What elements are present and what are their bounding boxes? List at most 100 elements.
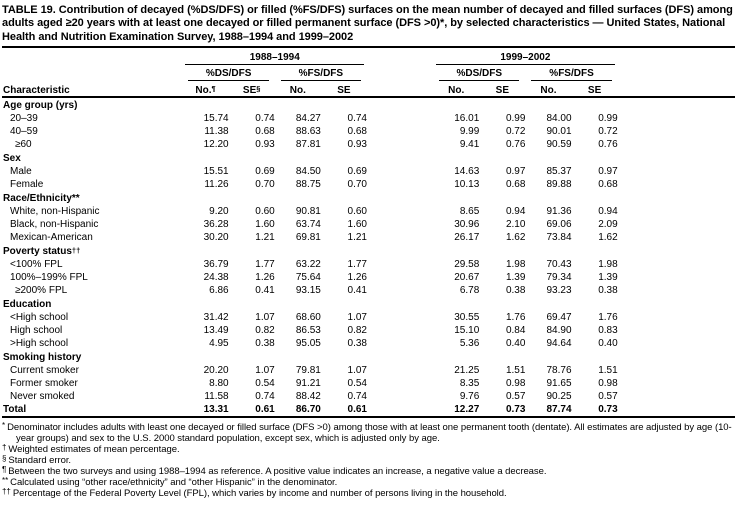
filler [618, 65, 735, 81]
stat-header: SE [479, 81, 526, 99]
row-label: White, non-Hispanic [10, 206, 100, 218]
cell-value: 20.20 [203, 365, 229, 377]
column-gap [367, 390, 433, 403]
row-label: Total [2, 403, 183, 419]
cell-value: 78.76 [546, 365, 572, 377]
section-row: Education [2, 297, 735, 311]
column-gap [367, 284, 433, 297]
empty-cell [2, 65, 182, 81]
cell-value: 86.70 [274, 403, 321, 419]
column-gap [367, 205, 433, 218]
row-label: High school [10, 325, 63, 337]
cell-value: 0.69 [347, 166, 367, 178]
row-label: Female [10, 179, 44, 191]
cell-value: 86.53 [295, 325, 321, 337]
table-row: Male 15.51 0.69 84.50 0.69 14.63 0.97 85.37 0.97 [2, 165, 735, 178]
row-label: Age group (yrs) [3, 100, 78, 112]
cell-value: 84.90 [546, 325, 572, 337]
row-label: Never smoked [10, 391, 75, 403]
column-gap [366, 403, 434, 419]
cell-value: 15.10 [454, 325, 480, 337]
row-label: Education [3, 299, 52, 311]
row-label: Race/Ethnicity** [3, 193, 80, 205]
characteristic-header: Characteristic [2, 81, 183, 99]
cell-value: 90.01 [546, 126, 572, 138]
cell-value: 12.27 [433, 403, 480, 419]
cell-value: 0.93 [347, 139, 367, 151]
cell-value: 11.38 [204, 126, 229, 138]
table-row: Never smoked 11.58 0.74 88.42 0.74 9.76 0.57 90… [2, 390, 735, 403]
cell-value: 69.06 [546, 219, 572, 231]
cell-value: 4.95 [209, 338, 229, 350]
column-gap [367, 178, 433, 191]
filler [618, 205, 735, 218]
cell-value: 0.97 [598, 166, 618, 178]
cell-value: 0.72 [505, 126, 526, 138]
measure-header-ds-1: %DS/DFS [182, 65, 274, 82]
cell-value: 0.54 [255, 378, 275, 390]
cell-value: 0.94 [598, 206, 618, 218]
cell-value: 11.26 [204, 179, 229, 191]
filler [618, 324, 735, 337]
column-gap [367, 138, 433, 151]
footnote: § Standard error. [2, 454, 735, 466]
cell-value: 0.82 [347, 325, 367, 337]
cell-value: 12.20 [203, 139, 229, 151]
row-label: Current smoker [10, 365, 79, 377]
cell-value: 30.55 [454, 312, 480, 324]
cell-value: 30.96 [454, 219, 480, 231]
cell-value: 0.74 [347, 391, 367, 403]
cell-value: 24.38 [203, 272, 229, 284]
column-gap [366, 81, 434, 99]
row-label: Male [10, 166, 32, 178]
cell-value: 13.31 [182, 403, 229, 419]
cell-value: 1.07 [255, 312, 275, 324]
table-row: Current smoker 20.20 1.07 79.81 1.07 21.25 1.5… [2, 364, 735, 377]
filler [618, 165, 735, 178]
table-row: Former smoker 8.80 0.54 91.21 0.54 8.35 0.98 91… [2, 377, 735, 390]
row-label: Sex [3, 153, 21, 165]
cell-value: 0.97 [505, 166, 526, 178]
cell-value: 0.68 [598, 179, 618, 191]
footnote: ** Calculated using “other race/ethnicity… [2, 476, 735, 488]
filler [618, 364, 735, 377]
stat-header: No. [274, 81, 321, 99]
footnote-marker: †† [71, 246, 81, 256]
cell-value: 0.76 [505, 139, 526, 151]
cell-value: 1.51 [598, 365, 618, 377]
cell-value: 0.74 [347, 113, 367, 125]
footnote-symbol: * [2, 421, 6, 431]
cell-value: 36.79 [203, 259, 229, 271]
filler [618, 49, 735, 65]
row-label: Poverty status†† [3, 246, 81, 258]
section-row: Poverty status†† [2, 244, 735, 258]
cell-value: 21.25 [454, 365, 480, 377]
cell-value: 79.81 [295, 365, 321, 377]
cell-value: 0.60 [347, 206, 367, 218]
row-label: 40–59 [10, 126, 38, 138]
cell-value: 14.63 [454, 166, 480, 178]
footnote-text: Denominator includes adults with least o… [7, 422, 732, 445]
cell-value: 88.75 [295, 179, 321, 191]
column-gap [367, 112, 433, 125]
cell-value: 1.98 [598, 259, 618, 271]
column-gap [367, 231, 433, 244]
cell-value: 63.74 [295, 219, 321, 231]
filler [618, 125, 735, 138]
section-row: Age group (yrs) [2, 97, 735, 112]
cell-value: 94.64 [546, 338, 572, 350]
footnote-text: Weighted estimates of mean percentage. [8, 444, 180, 456]
cell-value: 84.00 [546, 113, 572, 125]
column-gap [367, 165, 433, 178]
cell-value: 0.84 [505, 325, 526, 337]
measure-header-fs-1: %FS/DFS [275, 65, 367, 82]
cell-value: 0.38 [505, 285, 526, 297]
cell-value: 89.88 [546, 179, 572, 191]
table-header: 1988–1994 1999–2002 %DS/DFS %FS/DFS %DS/… [2, 49, 735, 99]
cell-value: 69.47 [546, 312, 572, 324]
cell-value: 1.60 [255, 219, 275, 231]
stat-header: SE [320, 81, 367, 99]
cell-value: 1.62 [505, 232, 526, 244]
cell-value: 1.07 [255, 365, 275, 377]
cell-value: 0.70 [255, 179, 275, 191]
